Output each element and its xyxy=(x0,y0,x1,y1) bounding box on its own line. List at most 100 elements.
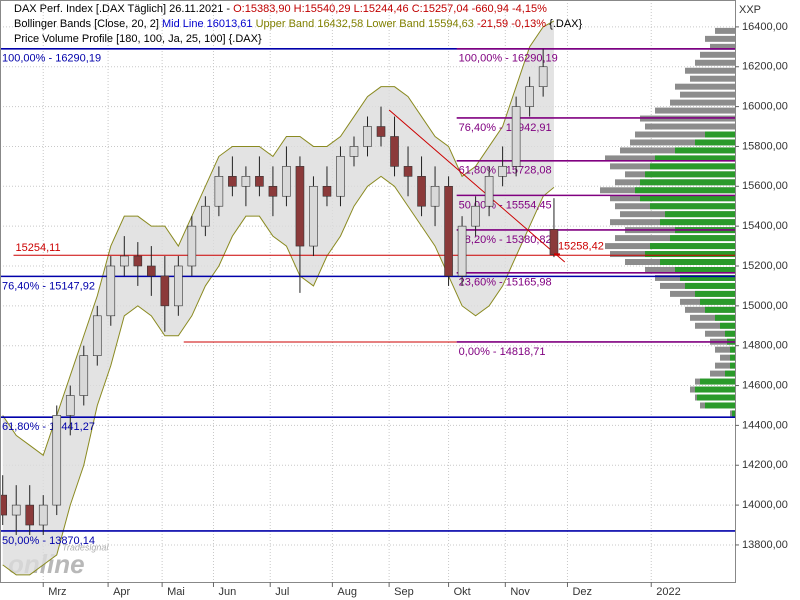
candle-body xyxy=(444,185,453,277)
profile-bar-green xyxy=(730,346,735,353)
watermark-small: Tradesignal xyxy=(62,542,109,552)
candle-body xyxy=(376,126,386,137)
candle-body xyxy=(65,395,75,416)
level-label: 76,40% - 15147,92 xyxy=(2,280,95,292)
profile-bar-green xyxy=(732,410,735,417)
candle-body xyxy=(336,156,345,197)
profile-bar xyxy=(655,107,735,114)
candle-body xyxy=(498,166,507,177)
x-tick-label: Mai xyxy=(167,586,185,598)
profile-bar-green xyxy=(695,386,735,393)
candle-body xyxy=(228,176,237,187)
y-tick-label: 14600,00 xyxy=(742,379,788,391)
profile-bar-green xyxy=(730,362,735,369)
y-tick-label: 14800,00 xyxy=(742,340,788,352)
profile-bar-green xyxy=(660,219,735,226)
profile-bar xyxy=(670,99,735,106)
y-tick-label: 15400,00 xyxy=(742,220,788,232)
candle-body xyxy=(120,255,129,267)
header-segment: Upper Band 16432,58 Lower Band 15594,63 xyxy=(256,18,474,30)
profile-bar-green xyxy=(705,306,735,313)
trend-line xyxy=(388,109,566,263)
profile-bar xyxy=(645,123,735,130)
profile-bar xyxy=(695,59,735,66)
candle-body xyxy=(160,275,170,307)
profile-bar xyxy=(685,67,735,74)
profile-bar-green xyxy=(635,187,735,194)
x-tick-label: Sep xyxy=(394,586,414,598)
level-label: 100,00% - 16290,19 xyxy=(2,53,101,65)
candle-body xyxy=(390,136,399,167)
x-tick-label: Jun xyxy=(218,586,236,598)
y-tick-label: 14200,00 xyxy=(742,459,788,471)
y-tick-label: 15200,00 xyxy=(742,260,788,272)
header-segment: O:15383,90 H:15540,29 L:15244,46 C:15257… xyxy=(233,3,547,15)
candle-body xyxy=(201,205,210,227)
candle-body xyxy=(309,185,318,247)
header-line: DAX Perf. Index [.DAX Täglich] 26.11.202… xyxy=(14,3,547,15)
y-tick-label: 14000,00 xyxy=(742,499,788,511)
profile-bar-green xyxy=(725,330,735,337)
profile-bar-green xyxy=(650,203,735,210)
candle-body xyxy=(52,415,62,506)
header-segment: DAX Perf. Index [.DAX Täglich] 26.11.202… xyxy=(14,3,230,15)
y-tick-label: 13800,00 xyxy=(742,539,788,551)
profile-bar xyxy=(715,346,735,353)
candle-body xyxy=(322,185,332,197)
candle-body xyxy=(282,166,291,197)
profile-bar-green xyxy=(705,402,735,409)
candle-body xyxy=(133,255,143,267)
x-tick-label: 2022 xyxy=(656,586,680,598)
candle-body xyxy=(349,146,359,157)
profile-bar-green xyxy=(725,370,735,377)
level-label: 0,00% - 14818,71 xyxy=(459,346,546,358)
profile-bar xyxy=(630,139,735,146)
candle-body xyxy=(79,355,89,396)
x-tick-label: Dez xyxy=(572,586,592,598)
profile-bar xyxy=(675,83,735,90)
profile-bar-green xyxy=(695,139,735,146)
x-tick-label: Aug xyxy=(337,586,357,598)
profile-bar-green xyxy=(695,290,735,297)
candle-body xyxy=(430,185,440,207)
profile-bar-green xyxy=(640,195,735,202)
profile-bar-green xyxy=(730,354,735,361)
header-segment: Bollinger Bands [Close, 20, 2] xyxy=(14,18,159,30)
header-segment: -21,59 -0,13% xyxy=(477,18,546,30)
profile-bar xyxy=(720,354,735,361)
profile-bar-green xyxy=(685,282,735,289)
x-tick-label: Jul xyxy=(275,586,289,598)
candle-body xyxy=(268,185,278,197)
y-tick-label: 16400,00 xyxy=(742,21,788,33)
profile-bar xyxy=(715,27,735,34)
candle-body xyxy=(241,176,251,187)
candle-body xyxy=(549,229,559,255)
profile-bar xyxy=(710,370,735,377)
profile-bar xyxy=(705,330,735,337)
candle-body xyxy=(106,265,116,317)
candle-body xyxy=(11,504,21,516)
candle-body xyxy=(403,166,413,177)
profile-bar-green xyxy=(640,179,735,186)
candle-body xyxy=(38,504,48,526)
y-tick-label: 16200,00 xyxy=(742,61,788,73)
y-tick-label: 15000,00 xyxy=(742,300,788,312)
profile-bar-green xyxy=(665,211,735,218)
y-tick-label: 14400,00 xyxy=(742,419,788,431)
profile-bar xyxy=(690,75,735,82)
last-price-label: 15258,42 xyxy=(558,240,604,252)
level-label: 50,00% - 13870,14 xyxy=(2,535,95,547)
candle-body xyxy=(25,504,35,526)
x-tick-label: Mrz xyxy=(48,586,66,598)
candle-body xyxy=(417,176,426,207)
profile-bar xyxy=(690,314,735,321)
header-line: Price Volume Profile [180, 100, Ja, 25, … xyxy=(14,33,262,45)
level-label: 50,00% - 15554,45 xyxy=(459,199,552,211)
candle-body xyxy=(255,176,264,187)
level-label: 23,60% - 15165,98 xyxy=(459,277,552,289)
y-tick-label: 16000,00 xyxy=(742,101,788,113)
candle-body xyxy=(147,265,156,277)
profile-bar-green xyxy=(650,163,735,170)
